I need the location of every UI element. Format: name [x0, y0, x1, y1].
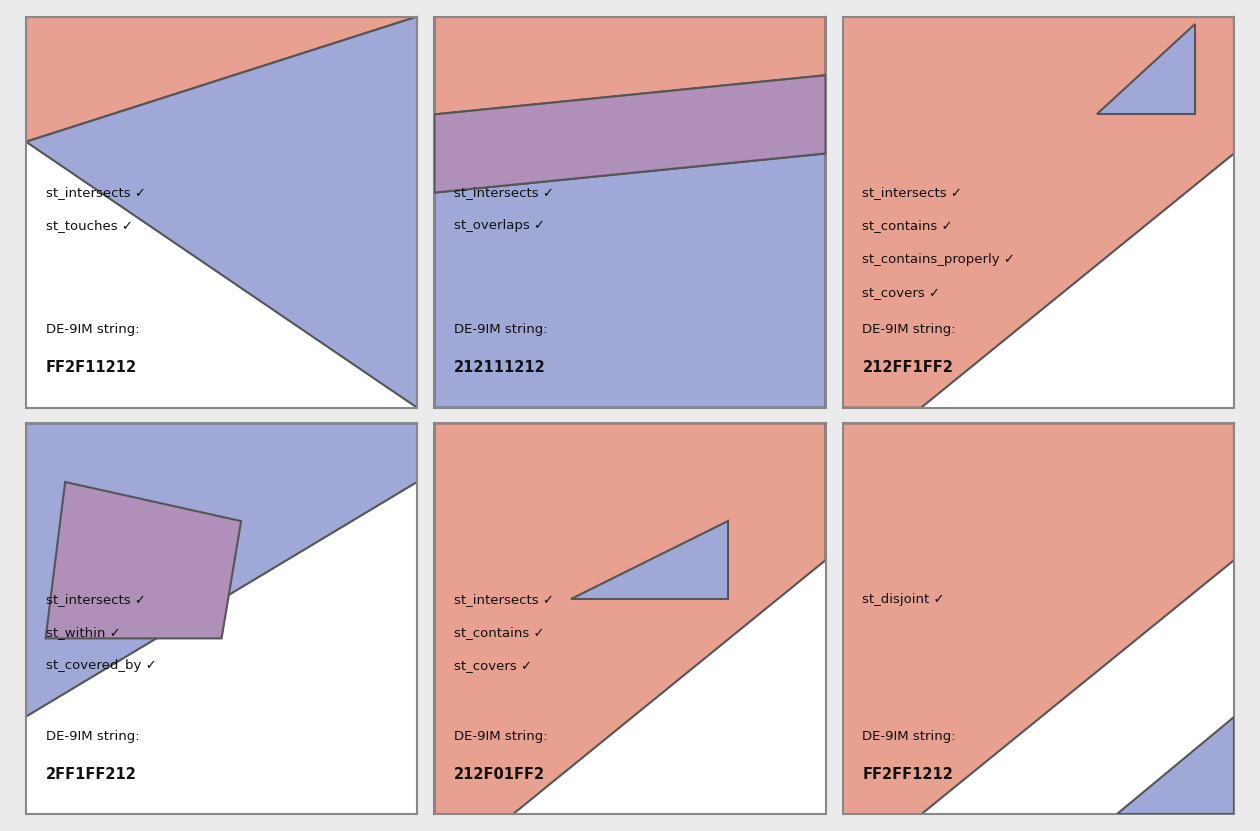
Text: DE-9IM string:: DE-9IM string: [454, 730, 548, 743]
Text: DE-9IM string:: DE-9IM string: [454, 323, 548, 337]
Text: DE-9IM string:: DE-9IM string: [862, 323, 956, 337]
Text: st_touches ✓: st_touches ✓ [45, 219, 132, 233]
Text: st_contains ✓: st_contains ✓ [862, 219, 953, 233]
Text: FF2F11212: FF2F11212 [45, 361, 137, 376]
Polygon shape [435, 76, 825, 193]
Polygon shape [26, 17, 417, 142]
Text: st_intersects ✓: st_intersects ✓ [454, 593, 554, 606]
Text: DE-9IM string:: DE-9IM string: [862, 730, 956, 743]
Polygon shape [435, 17, 825, 115]
Text: st_disjoint ✓: st_disjoint ✓ [862, 593, 945, 606]
Text: st_covers ✓: st_covers ✓ [862, 286, 940, 299]
Text: st_intersects ✓: st_intersects ✓ [862, 186, 963, 199]
Text: 212F01FF2: 212F01FF2 [454, 767, 546, 782]
Polygon shape [435, 423, 825, 814]
Text: 212FF1FF2: 212FF1FF2 [862, 361, 954, 376]
Polygon shape [435, 154, 825, 408]
Text: st_overlaps ✓: st_overlaps ✓ [454, 219, 546, 233]
Polygon shape [571, 521, 728, 599]
Polygon shape [26, 17, 417, 408]
Text: st_intersects ✓: st_intersects ✓ [45, 186, 146, 199]
Text: st_covers ✓: st_covers ✓ [454, 659, 532, 672]
Text: st_intersects ✓: st_intersects ✓ [454, 186, 554, 199]
Text: st_intersects ✓: st_intersects ✓ [45, 593, 146, 606]
Text: st_within ✓: st_within ✓ [45, 626, 121, 639]
Text: st_contains ✓: st_contains ✓ [454, 626, 544, 639]
Polygon shape [45, 482, 241, 638]
Text: 212111212: 212111212 [454, 361, 546, 376]
Polygon shape [26, 423, 417, 716]
Text: FF2FF1212: FF2FF1212 [862, 767, 954, 782]
Text: 2FF1FF212: 2FF1FF212 [45, 767, 136, 782]
Polygon shape [1097, 24, 1194, 115]
Text: DE-9IM string:: DE-9IM string: [45, 730, 139, 743]
Polygon shape [843, 17, 1234, 408]
Text: st_contains_properly ✓: st_contains_properly ✓ [862, 253, 1016, 266]
Text: DE-9IM string:: DE-9IM string: [45, 323, 139, 337]
Polygon shape [843, 423, 1234, 814]
Polygon shape [1116, 716, 1234, 814]
Text: st_covered_by ✓: st_covered_by ✓ [45, 659, 156, 672]
